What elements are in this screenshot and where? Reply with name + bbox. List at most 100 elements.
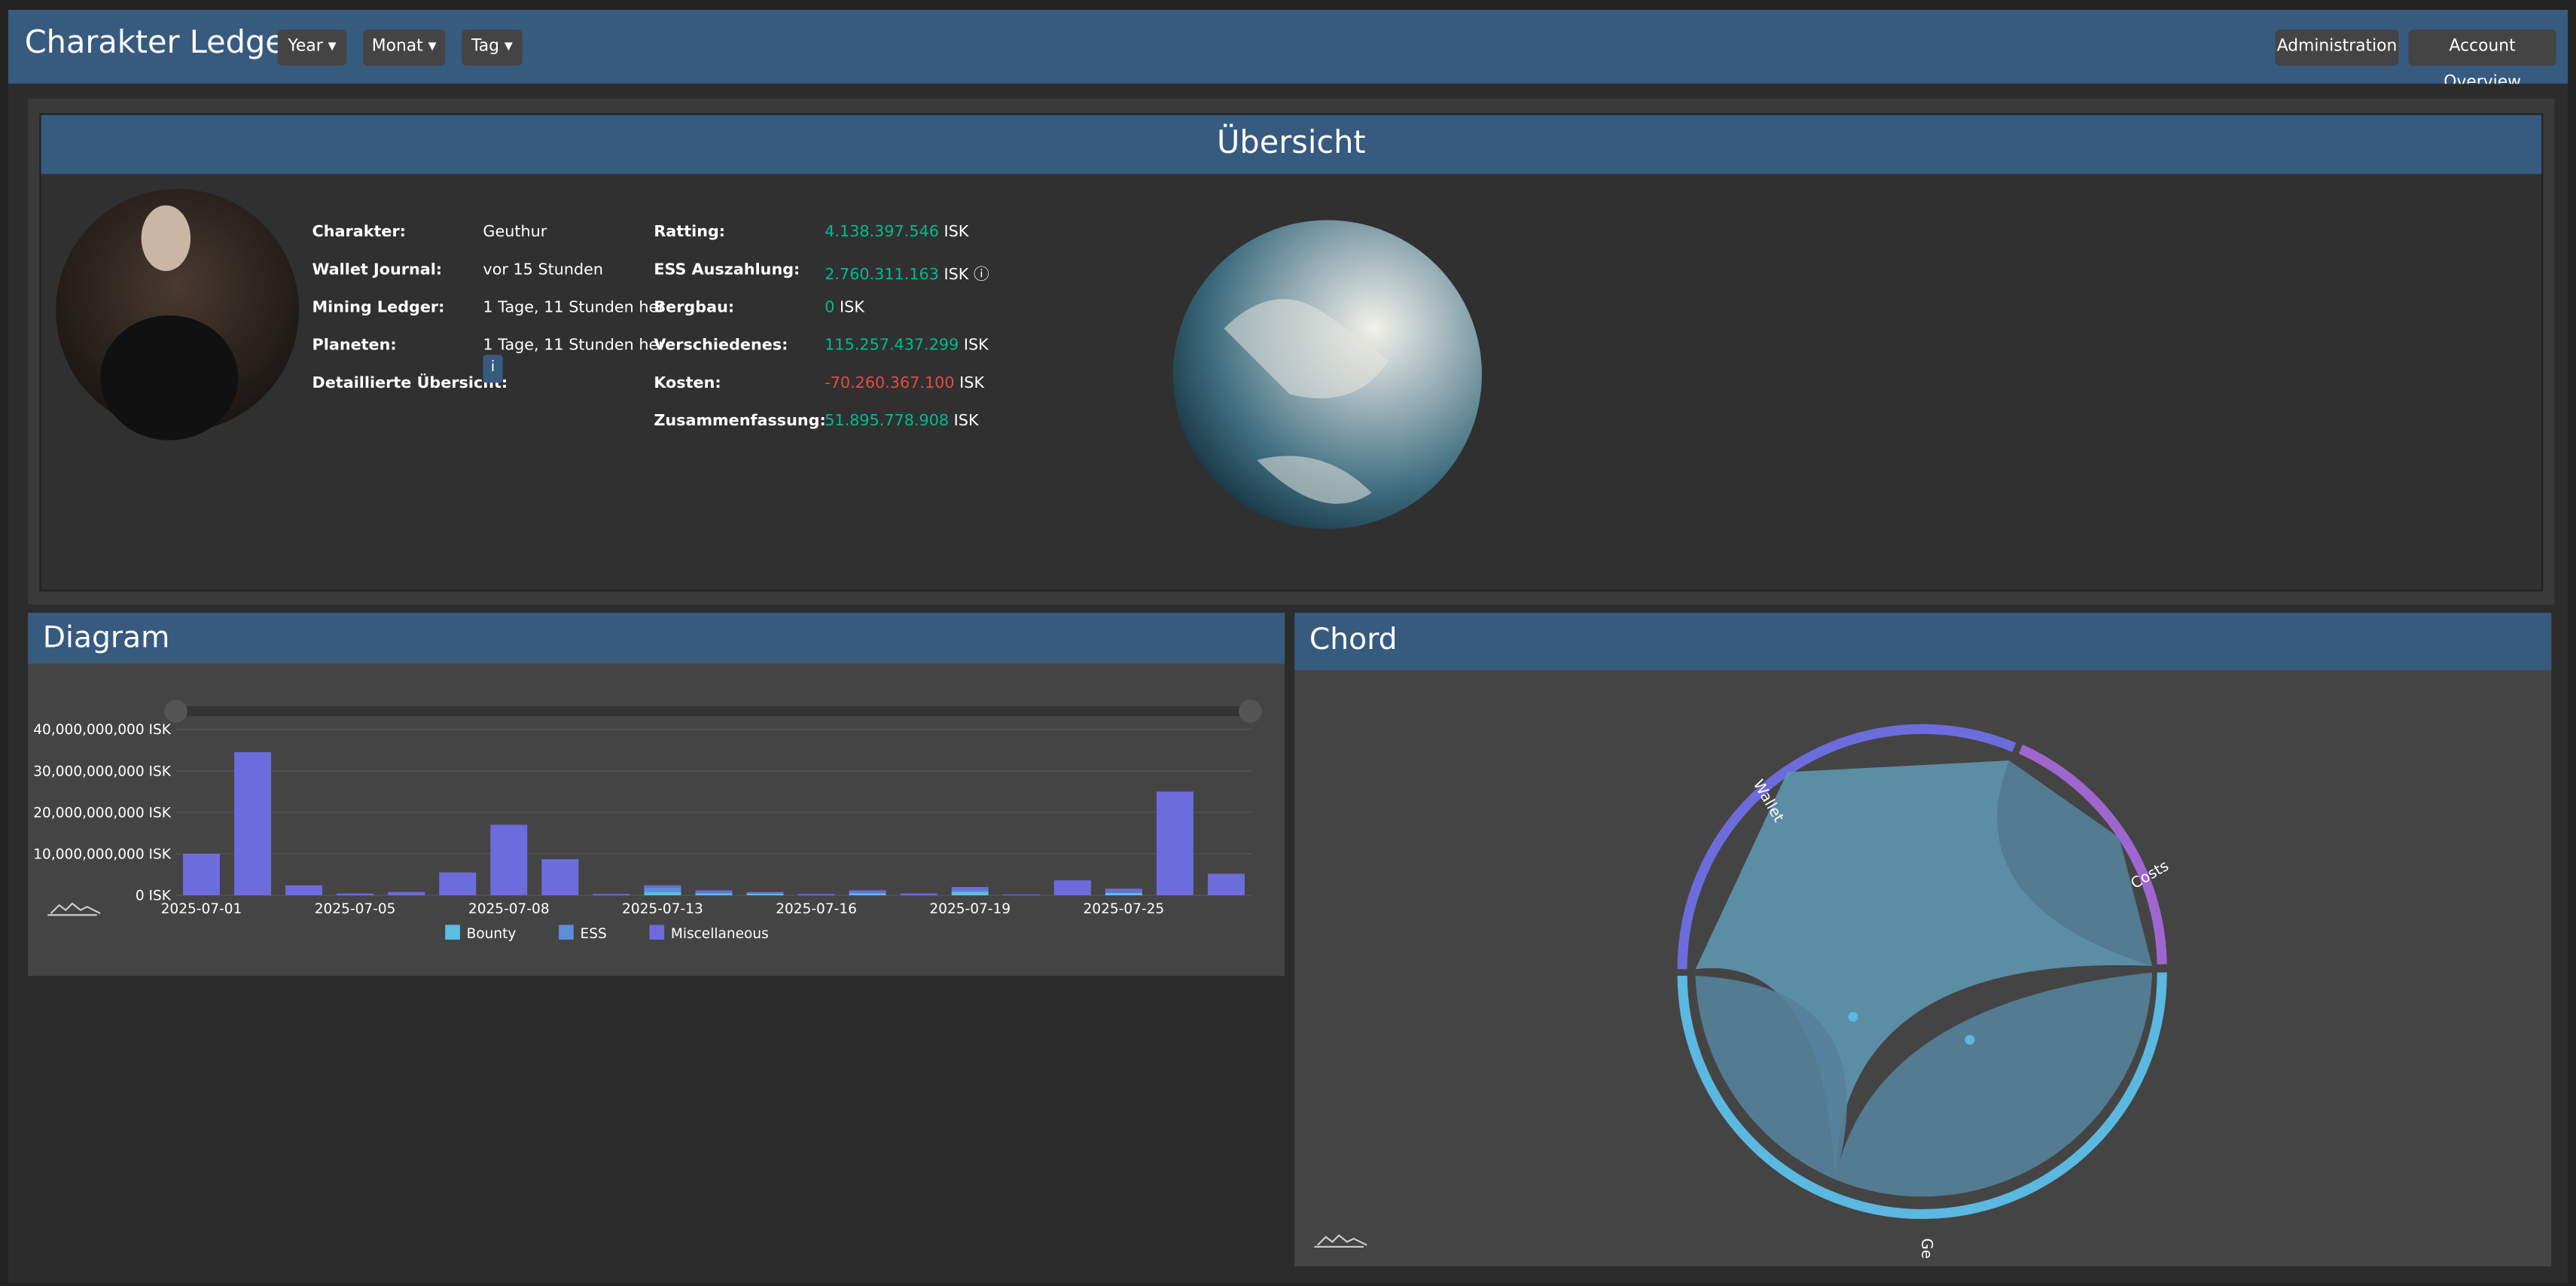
tool-icon[interactable] [1314,1234,1367,1248]
info-label: Detaillierte Übersicht: [312,374,508,393]
bar [593,894,630,896]
bar [900,893,937,896]
admin-button[interactable]: Administration [2275,29,2399,66]
menu-label: Tag [471,38,499,56]
amount: 4.138.397.546 [825,223,939,242]
legend-label[interactable]: Bounty [467,926,517,942]
amount: 2.760.311.163 [825,266,939,285]
bar-chart: 0 ISK 10,000,000,000 ISK 20,000,000,000 IS… [33,699,1262,942]
bar [644,885,681,888]
amount: 0 [825,299,835,318]
info-value: vor 15 Stunden [483,261,604,279]
bar [746,891,784,894]
amount: 115.257.437.299 [825,337,959,355]
total-value: 51.895.778.908 ISK [825,413,978,431]
bar [285,885,323,896]
account-button[interactable]: Account Overview [2408,29,2556,92]
overview-graphics [56,188,1482,529]
zoom-handle[interactable] [164,699,187,723]
tool-icon[interactable] [47,902,101,916]
bar [1002,894,1040,896]
bar [1156,791,1193,896]
info-value: Geuthur [483,223,547,242]
info-button[interactable]: i [483,355,503,383]
x-tick-label: 2025-07-05 [315,901,396,917]
x-tick-label: 2025-07-16 [776,901,857,917]
chord-graphic [1677,724,2167,1219]
zoom-handle[interactable] [1239,699,1262,723]
total-label: Verschiedenes: [654,337,788,355]
bar [388,891,425,896]
legend-swatch[interactable] [445,925,460,940]
unit: ISK [944,266,969,285]
amount: 51.895.778.908 [825,412,950,431]
x-tick-label: 2025-07-01 [161,901,242,917]
bar [1053,880,1091,896]
total-label: Bergbau: [654,299,735,318]
brand[interactable]: Charakter Ledger [24,24,297,61]
info-label: Mining Ledger: [312,299,445,318]
y-tick-label: 20,000,000,000 ISK [33,805,171,821]
bar [746,893,784,896]
total-label: Zusammenfassung: [654,412,826,431]
chord-ribbon [1695,975,1847,1180]
overview-card: Übersicht Charakter: Geuthur Wallet Journa… [28,98,2555,605]
y-tick-label: 30,000,000,000 ISK [33,763,171,779]
overview-panel: Übersicht Charakter: Geuthur Wallet Journa… [39,113,2544,592]
diagram-card: Diagram 0 ISK 10,000,000,000 ISK 20,000,00… [28,612,1285,976]
chord-ribbon [1835,972,2153,1197]
costs-arc [2018,744,2167,964]
total-value: 0 ISK [825,299,864,317]
total-label: Ratting: [654,223,726,242]
info-value: 1 Tage, 11 Stunden her [483,337,665,355]
total-value: -70.260.367.100 ISK [825,374,984,392]
menu-label: Monat [371,38,423,56]
ge-arc [1677,972,2167,1219]
y-tick-label: 40,000,000,000 ISK [33,722,171,738]
diagram-title: Diagram [28,612,1285,664]
total-value: 2.760.311.163 ISK ⓘ [825,261,989,285]
legend-swatch[interactable] [559,925,574,940]
bar [1207,873,1245,896]
bar [951,887,989,891]
bar [337,893,374,896]
chord-ribbon [1695,760,2153,1180]
day-menu[interactable]: Tag ▾ [462,29,523,66]
chord-dot [1848,1011,1858,1022]
total-label: ESS Auszahlung: [654,261,800,279]
y-tick-label: 0 ISK [136,888,172,904]
info-value: 1 Tage, 11 Stunden her [483,299,665,318]
bar [951,891,989,896]
info-label: Planeten: [312,337,397,355]
unit: ISK [840,299,864,318]
legend-label[interactable]: ESS [580,926,606,942]
chord-dot [1965,1035,1975,1045]
month-menu[interactable]: Monat ▾ [363,29,446,66]
bar [797,894,835,896]
unit: ISK [944,223,969,242]
total-label: Kosten: [654,374,721,393]
avatar-body [100,315,239,440]
help-icon[interactable]: ⓘ [968,266,989,285]
menu-label: Year [288,38,323,56]
bar [234,752,272,896]
bar [644,891,681,896]
x-tick-label: 2025-07-08 [468,901,550,917]
legend-swatch[interactable] [649,925,665,940]
x-tick-label: 2025-07-19 [929,901,1011,917]
info-label: Charakter: [312,223,406,242]
unit: ISK [963,337,989,355]
y-tick-label: 10,000,000,000 ISK [33,847,171,863]
legend-label[interactable]: Miscellaneous [671,926,769,942]
total-value: 4.138.397.546 ISK [825,224,968,242]
info-label: Wallet Journal: [312,261,443,279]
bar [695,890,733,894]
zoom-slider[interactable] [175,706,1251,717]
year-menu[interactable]: Year ▾ [277,29,347,66]
bar [439,872,477,896]
chord-title: Chord [1294,612,2552,671]
chord-ribbon [1997,760,2153,966]
